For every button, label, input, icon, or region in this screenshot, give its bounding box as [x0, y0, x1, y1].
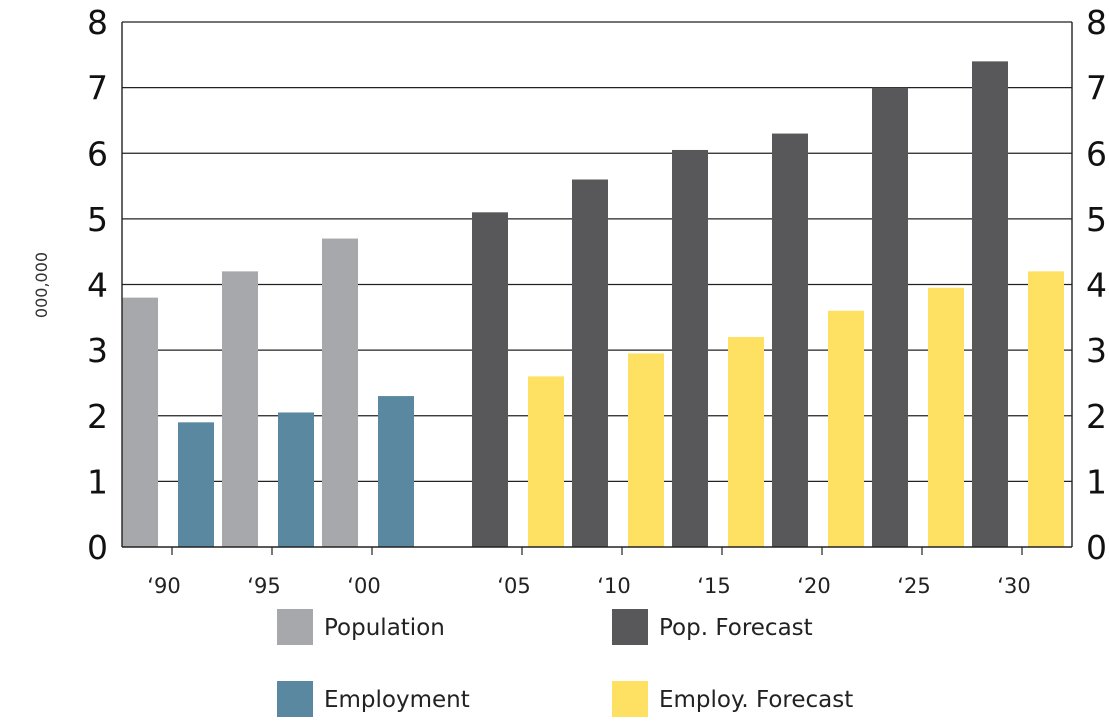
employ-forecast-bar — [628, 353, 664, 547]
pop-forecast-bar — [972, 61, 1008, 547]
x-tick-label: ‘05 — [497, 574, 530, 598]
x-tick-label: ‘30 — [997, 574, 1030, 598]
pop-forecast-bar — [572, 179, 608, 547]
legend-label: Population — [324, 615, 445, 641]
y-tick-label-left: 8 — [87, 3, 108, 42]
y-tick-label-left: 0 — [87, 528, 108, 567]
legend-swatch — [612, 609, 648, 645]
pop-forecast-bar — [772, 133, 808, 547]
y-tick-label-left: 5 — [87, 200, 108, 239]
y-tick-label-left: 7 — [87, 69, 108, 108]
population-bar — [222, 271, 258, 547]
y-axis-label: 000,000 — [32, 252, 51, 318]
x-tick-label: ‘20 — [797, 574, 830, 598]
employ-forecast-bar — [728, 337, 764, 547]
y-tick-label-left: 1 — [87, 462, 108, 501]
pop-forecast-bar — [872, 87, 908, 547]
y-axis-left-ticks: 0 1 2 3 4 5 6 7 8 — [87, 3, 108, 567]
pop-forecast-bar — [472, 212, 508, 547]
bars — [122, 61, 1064, 547]
y-tick-label-right: 3 — [1086, 331, 1107, 370]
y-tick-label-right: 8 — [1086, 3, 1107, 42]
x-tick-label: ‘00 — [347, 574, 380, 598]
y-tick-label-right: 5 — [1086, 200, 1107, 239]
employment-bar — [178, 422, 214, 547]
x-axis-ticks: ‘90 ‘95 ‘00 ‘05 ‘10 ‘15 ‘20 ‘25 ‘30 — [147, 547, 1031, 598]
y-tick-label-right: 6 — [1086, 134, 1107, 173]
legend-swatch — [277, 609, 313, 645]
y-tick-label-left: 6 — [87, 134, 108, 173]
x-tick-label: ‘10 — [597, 574, 630, 598]
legend-label: Employ. Forecast — [659, 687, 853, 713]
x-tick-label: ‘15 — [697, 574, 730, 598]
y-tick-label-right: 0 — [1086, 528, 1107, 567]
y-tick-label-right: 4 — [1086, 266, 1107, 305]
population-bar — [122, 297, 158, 547]
axes — [121, 22, 1073, 548]
y-tick-label-right: 7 — [1086, 69, 1107, 108]
legend-swatch — [277, 681, 313, 717]
employment-bar — [278, 412, 314, 547]
y-tick-label-right: 2 — [1086, 397, 1107, 436]
x-tick-label: ‘25 — [897, 574, 930, 598]
y-axis-right-ticks: 0 1 2 3 4 5 6 7 8 — [1086, 3, 1107, 567]
y-tick-label-left: 2 — [87, 397, 108, 436]
employment-bar — [378, 396, 414, 547]
y-tick-label-left: 4 — [87, 266, 108, 305]
population-bar — [322, 238, 358, 547]
employ-forecast-bar — [828, 310, 864, 547]
x-tick-label: ‘90 — [147, 574, 180, 598]
legend: Population Employment Pop. Forecast Employ.… — [277, 609, 853, 717]
legend-label: Pop. Forecast — [659, 615, 813, 641]
legend-label: Employment — [324, 687, 470, 713]
employ-forecast-bar — [528, 376, 564, 547]
employ-forecast-bar — [1028, 271, 1064, 547]
y-tick-label-right: 1 — [1086, 462, 1107, 501]
pop-forecast-bar — [672, 149, 708, 547]
y-tick-label-left: 3 — [87, 331, 108, 370]
legend-swatch — [612, 681, 648, 717]
employ-forecast-bar — [928, 287, 964, 547]
x-tick-label: ‘95 — [247, 574, 280, 598]
